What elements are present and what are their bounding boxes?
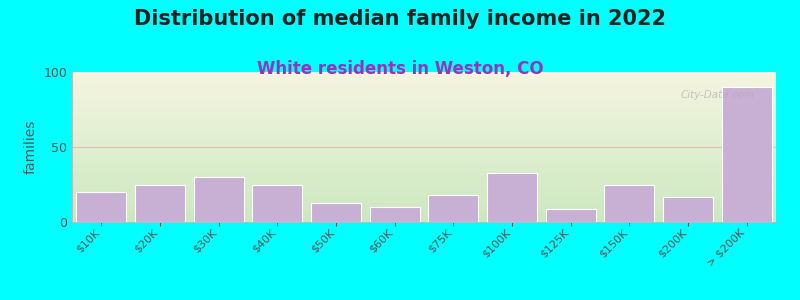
Bar (722, 87, 771, 222)
Text: City-Data.com: City-Data.com (681, 90, 755, 100)
Bar (605, 184, 654, 222)
Bar (311, 202, 361, 222)
Bar (253, 184, 302, 222)
Bar (77, 192, 126, 222)
Bar (370, 207, 419, 222)
Text: White residents in Weston, CO: White residents in Weston, CO (257, 60, 543, 78)
Y-axis label: families: families (24, 120, 38, 174)
Text: Distribution of median family income in 2022: Distribution of median family income in … (134, 9, 666, 29)
Bar (663, 196, 713, 222)
Bar (194, 177, 243, 222)
Bar (429, 195, 478, 222)
Bar (135, 184, 185, 222)
Bar (487, 172, 537, 222)
Bar (546, 208, 595, 222)
